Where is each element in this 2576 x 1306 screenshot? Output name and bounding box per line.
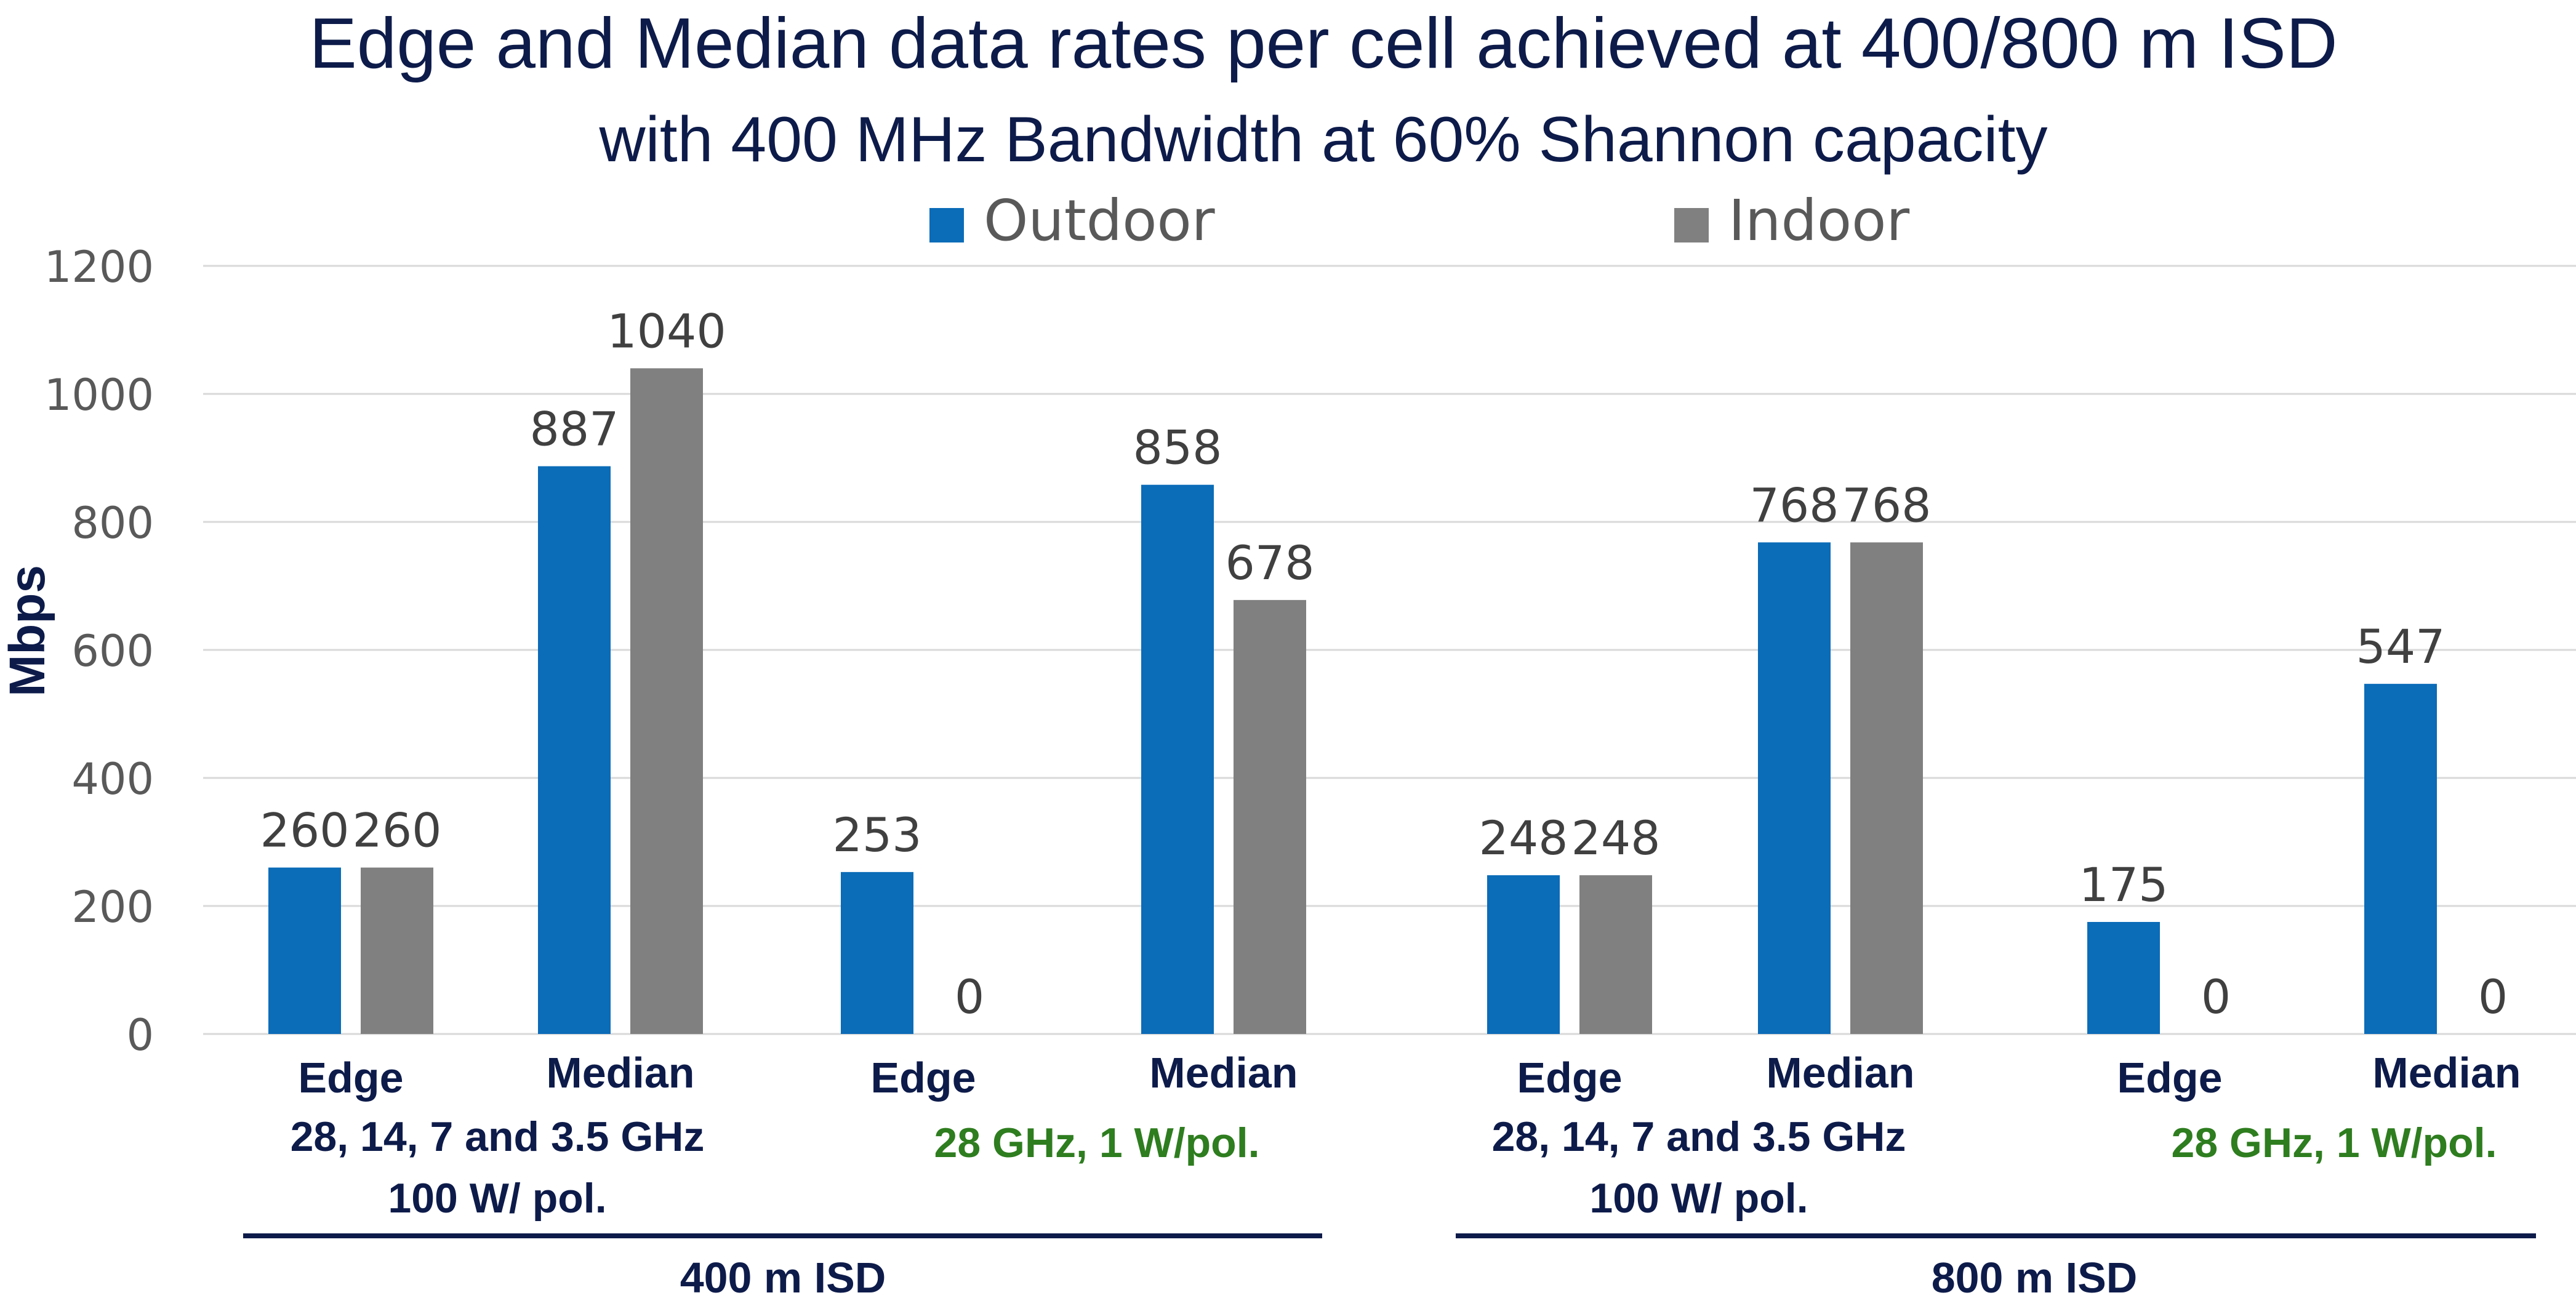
category-label: Median <box>1149 1049 1298 1097</box>
data-label-outdoor: 858 <box>1133 420 1222 475</box>
bar-indoor <box>1234 599 1306 1034</box>
bar-indoor <box>630 368 703 1034</box>
bar-outdoor <box>2087 922 2160 1034</box>
y-tick-label: 0 <box>126 1010 154 1060</box>
config-label-400-full-line1: 28, 14, 7 and 3.5 GHz <box>291 1113 705 1160</box>
data-label-outdoor: 248 <box>1479 811 1568 865</box>
data-label-indoor: 1040 <box>607 303 726 358</box>
category-label: Median <box>546 1049 694 1097</box>
data-label-outdoor: 887 <box>529 402 619 457</box>
group-label-400: 400 m ISD <box>680 1254 886 1302</box>
chart-title: Edge and Median data rates per cell achi… <box>309 3 2337 83</box>
bar-outdoor <box>1141 484 1214 1034</box>
group-label-800: 800 m ISD <box>1932 1254 2138 1302</box>
data-label-outdoor: 253 <box>832 807 921 862</box>
y-tick-label: 1200 <box>44 242 154 292</box>
data-labels: 260 260 887 1040 253 0 858 678 248 248 768 768 175 0 5… <box>260 303 2508 1024</box>
y-tick-label: 1000 <box>44 370 154 420</box>
config-label-400-28ghz: 28 GHz, 1 W/pol. <box>934 1120 1260 1166</box>
y-axis-label: Mbps <box>0 565 55 697</box>
y-tick-labels: 0 200 400 600 800 1000 1200 <box>44 242 154 1060</box>
chart-subtitle: with 400 MHz Bandwidth at 60% Shannon ca… <box>599 104 2048 175</box>
bar-indoor <box>361 867 433 1034</box>
bar-outdoor <box>841 871 913 1034</box>
category-label: Edge <box>870 1054 976 1102</box>
bar-outdoor <box>1487 875 1560 1034</box>
legend-swatch-outdoor <box>929 208 964 242</box>
config-label-800-full-line1: 28, 14, 7 and 3.5 GHz <box>1492 1113 1906 1160</box>
bars <box>268 368 2437 1034</box>
config-label-800-full-line2: 100 W/ pol. <box>1589 1175 1808 1222</box>
legend-label-outdoor: Outdoor <box>984 188 1215 254</box>
category-label: Edge <box>1517 1054 1622 1102</box>
data-label-indoor: 768 <box>1842 478 1931 532</box>
category-labels: Edge Median Edge Median Edge Median Edge Median <box>298 1049 2521 1102</box>
data-label-outdoor: 547 <box>2356 619 2445 674</box>
bar-outdoor <box>1758 542 1831 1034</box>
y-tick-label: 400 <box>71 754 154 804</box>
y-tick-label: 600 <box>71 626 154 676</box>
y-tick-label: 800 <box>71 498 154 548</box>
y-tick-label: 200 <box>71 882 154 932</box>
legend-label-indoor: Indoor <box>1728 188 1909 254</box>
category-label: Median <box>1766 1049 1914 1097</box>
data-label-indoor: 0 <box>2201 969 2231 1024</box>
data-label-indoor: 0 <box>2478 969 2508 1024</box>
bar-indoor <box>1579 875 1652 1034</box>
bar-outdoor <box>268 867 341 1034</box>
data-label-outdoor: 768 <box>1749 478 1839 532</box>
bar-outdoor <box>2364 684 2437 1034</box>
data-label-outdoor: 175 <box>2079 857 2168 912</box>
config-label-400-full-line2: 100 W/ pol. <box>388 1175 606 1222</box>
legend-swatch-indoor <box>1674 208 1709 242</box>
configuration-labels: 28, 14, 7 and 3.5 GHz 100 W/ pol. 28 GHz… <box>291 1113 2497 1222</box>
bar-outdoor <box>538 466 611 1034</box>
category-label: Edge <box>298 1054 403 1102</box>
data-label-outdoor: 260 <box>260 803 349 858</box>
legend: Outdoor Indoor <box>929 188 1909 254</box>
data-label-indoor: 260 <box>352 803 441 858</box>
data-label-indoor: 678 <box>1225 535 1314 590</box>
data-label-indoor: 248 <box>1571 811 1660 865</box>
config-label-800-28ghz: 28 GHz, 1 W/pol. <box>2172 1120 2497 1166</box>
category-label: Edge <box>2117 1054 2222 1102</box>
bar-indoor <box>1850 542 1923 1034</box>
data-label-indoor: 0 <box>955 969 984 1024</box>
category-label: Median <box>2372 1049 2521 1097</box>
